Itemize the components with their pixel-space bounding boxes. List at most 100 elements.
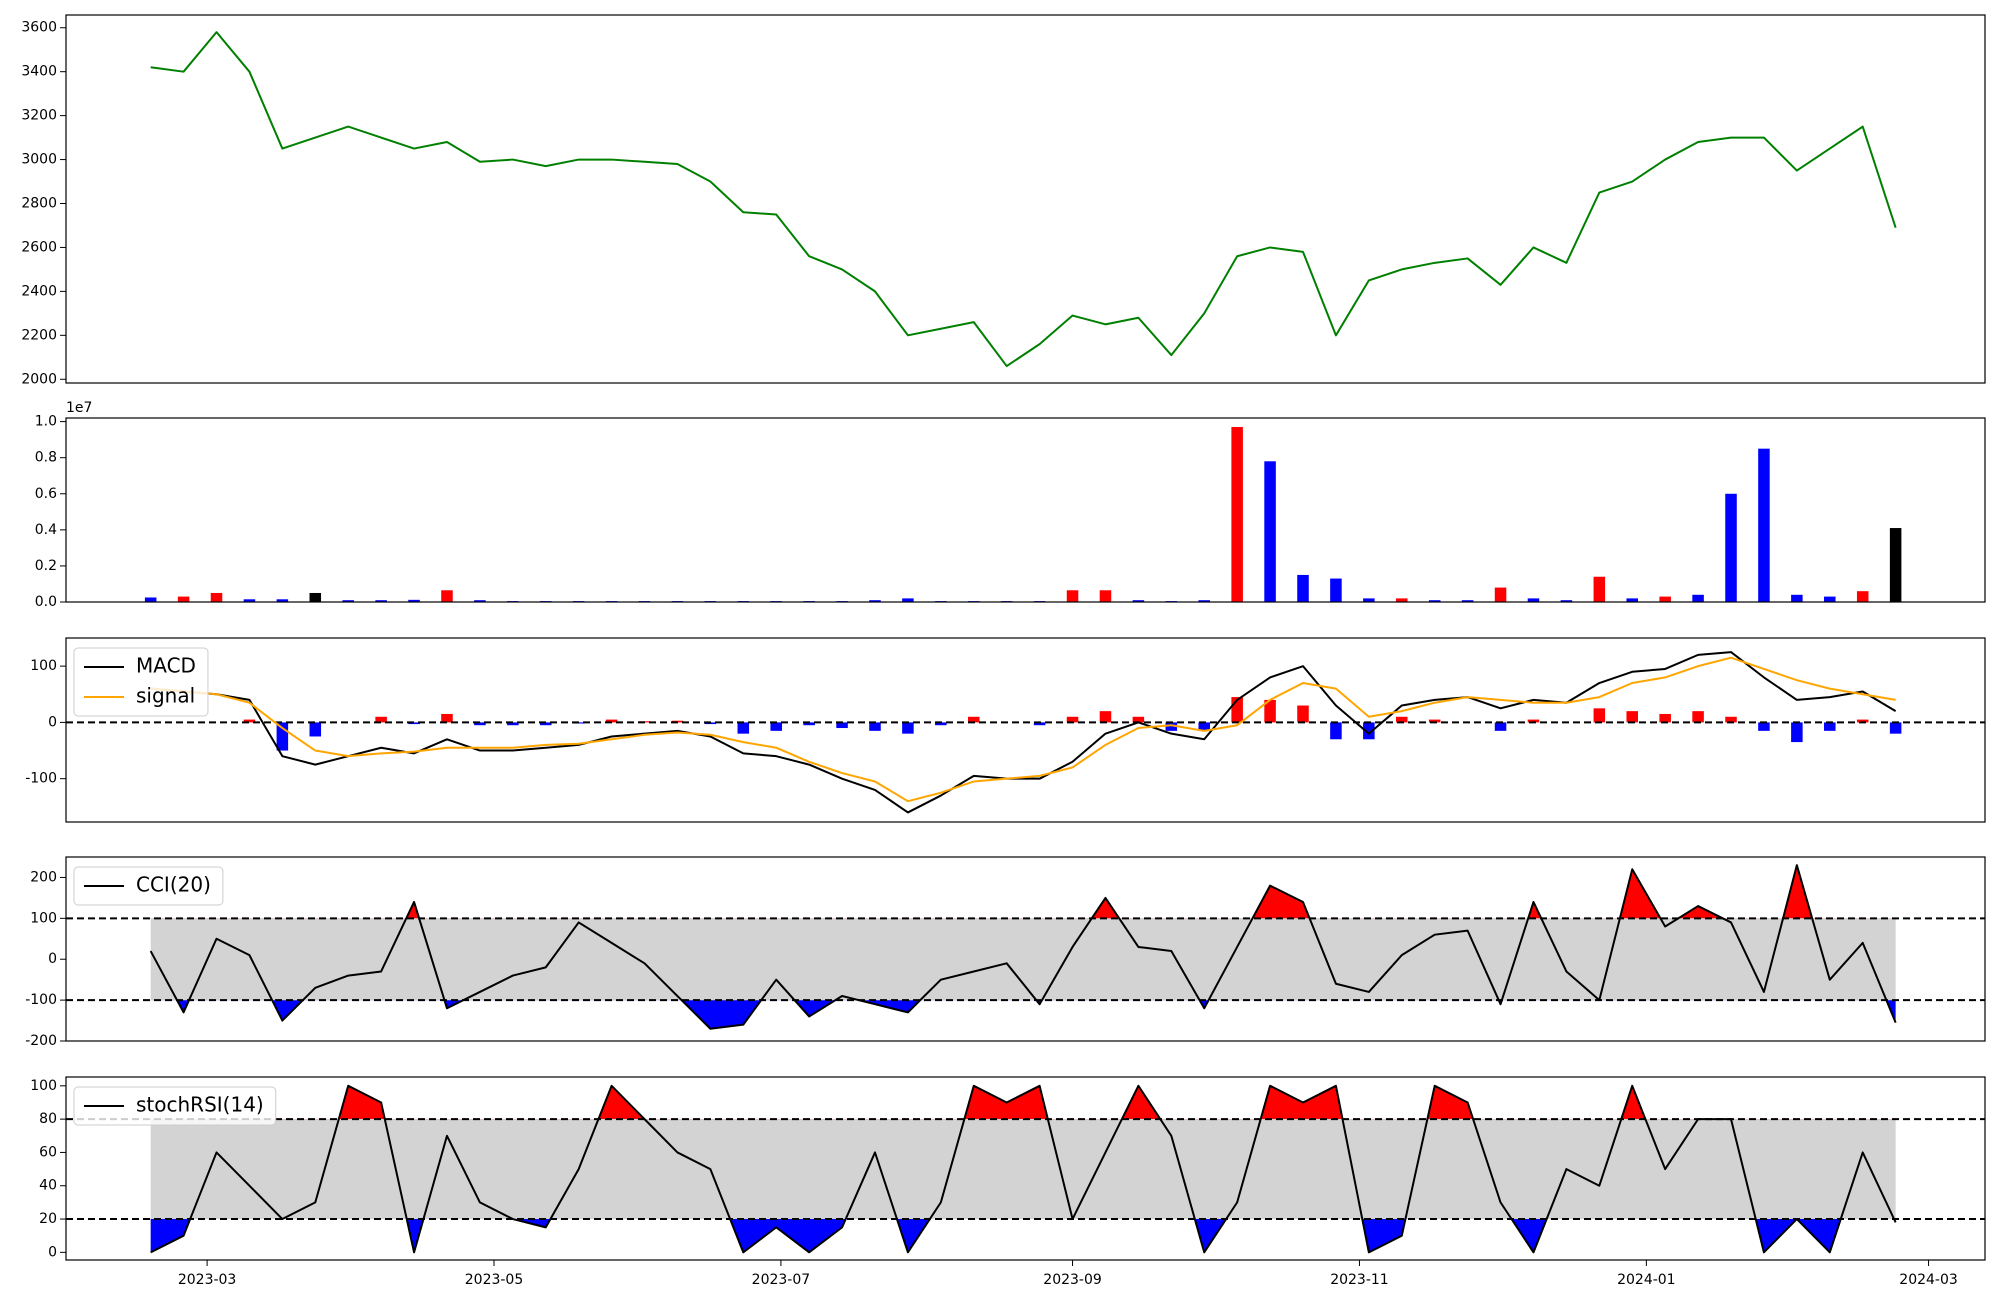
volume-bar — [1659, 596, 1671, 602]
histogram-bar — [1099, 711, 1112, 723]
neutral-band — [150, 1119, 1896, 1220]
y-tick-label: 2000 — [21, 371, 57, 387]
volume-bar — [1560, 600, 1573, 602]
histogram-bar — [1264, 699, 1276, 723]
x-tick-label: 2024-01 — [1617, 1272, 1676, 1288]
volume-bar — [1264, 461, 1276, 602]
legend-box — [73, 647, 209, 717]
histogram-bar — [968, 716, 980, 723]
histogram-bar — [1132, 716, 1145, 723]
histogram-bar — [1659, 713, 1671, 723]
volume-bar — [1198, 600, 1210, 602]
volume-bar — [210, 592, 223, 602]
histogram-bar — [1033, 722, 1046, 726]
volume-bar — [309, 592, 322, 602]
histogram-bar — [375, 716, 387, 723]
y-tick-label: 200 — [30, 869, 57, 885]
x-tick-label: 2023-11 — [1330, 1272, 1389, 1288]
volume-bar — [1791, 594, 1803, 602]
y-tick-label: 20 — [39, 1211, 57, 1227]
legend-box — [73, 1086, 277, 1126]
y-tick-label: 0.8 — [35, 450, 57, 466]
volume-bar — [243, 599, 256, 602]
volume-bar — [902, 598, 914, 602]
histogram-bar — [770, 722, 782, 731]
y-tick-label: 80 — [39, 1111, 57, 1127]
volume-bar — [869, 600, 881, 602]
volume-bar — [375, 600, 387, 602]
legend-label: signal — [136, 684, 195, 708]
volume-bar — [1461, 600, 1474, 602]
histogram-bar — [836, 722, 848, 729]
legend: CCI(20) — [73, 866, 224, 906]
y-tick-label: 0.6 — [35, 486, 57, 502]
histogram-bar — [243, 719, 256, 723]
volume-bar — [1889, 528, 1902, 602]
histogram-bar — [1856, 719, 1869, 723]
histogram-bar — [902, 722, 914, 734]
histogram-bar — [408, 722, 420, 725]
histogram-bar — [1791, 722, 1803, 743]
y-tick-label: -100 — [25, 992, 57, 1008]
legend: stochRSI(14) — [73, 1086, 277, 1126]
histogram-bar — [1198, 722, 1210, 731]
volume-bar — [1692, 594, 1704, 602]
y-tick-label: 2600 — [21, 239, 57, 255]
histogram-bar — [1330, 722, 1342, 740]
x-tick-label: 2023-05 — [465, 1272, 524, 1288]
volume-bar — [1066, 590, 1079, 602]
y-tick-label: 40 — [39, 1178, 57, 1194]
histogram-bar — [1165, 722, 1178, 731]
histogram-bar — [1725, 716, 1737, 723]
volume-bar — [441, 590, 453, 602]
histogram-bar — [1231, 697, 1243, 723]
volume-bar — [1856, 591, 1869, 602]
y-tick-label: 0.4 — [35, 522, 57, 538]
histogram-bar — [507, 722, 519, 726]
volume-bar — [1363, 598, 1375, 602]
histogram-bar — [441, 713, 453, 723]
histogram-bar — [1889, 722, 1902, 734]
histogram-bar — [1396, 716, 1408, 723]
y-tick-label: 0 — [48, 714, 57, 730]
axes-frame — [65, 14, 1986, 384]
overbought-fill — [338, 1085, 1646, 1120]
legend-box — [73, 866, 224, 906]
y-tick-label: 2200 — [21, 327, 57, 343]
histogram-bar — [539, 722, 552, 726]
volume-bar — [1725, 493, 1737, 602]
histogram-bar — [1494, 722, 1507, 731]
y-tick-label: 2400 — [21, 283, 57, 299]
x-tick-label: 2024-03 — [1899, 1272, 1958, 1288]
neutral-band — [150, 918, 1896, 1001]
histogram-bar — [309, 722, 322, 737]
volume-bar — [1132, 600, 1145, 602]
volume-bar — [1494, 587, 1507, 602]
y-tick-label: 3400 — [21, 64, 57, 80]
volume-bar — [1297, 574, 1309, 602]
histogram-bar — [1758, 722, 1770, 731]
x-tick-label: 2023-09 — [1043, 1272, 1102, 1288]
y-tick-label: 0.0 — [35, 594, 57, 610]
x-tick-label: 2023-03 — [178, 1272, 237, 1288]
series-line — [150, 651, 1897, 814]
volume-bar — [1428, 600, 1441, 602]
histogram-bar — [1824, 722, 1836, 731]
volume-bar — [408, 599, 420, 602]
axes-frame — [65, 856, 1986, 1042]
histogram-bar — [1527, 719, 1540, 723]
volume-bar — [1824, 596, 1836, 602]
y-tick-label: 100 — [30, 1078, 57, 1094]
histogram-bar — [803, 722, 815, 726]
volume-bar — [1626, 598, 1639, 602]
x-tick-label: 2023-07 — [752, 1272, 811, 1288]
series-line — [149, 864, 1897, 1030]
histogram-bar — [1297, 705, 1309, 723]
series-line — [150, 31, 1897, 368]
histogram-bar — [935, 722, 947, 726]
histogram-bar — [1363, 722, 1375, 740]
y-tick-label: 60 — [39, 1144, 57, 1160]
legend-label: CCI(20) — [136, 873, 211, 897]
volume-bar — [1099, 590, 1112, 602]
histogram-bar — [869, 722, 881, 731]
